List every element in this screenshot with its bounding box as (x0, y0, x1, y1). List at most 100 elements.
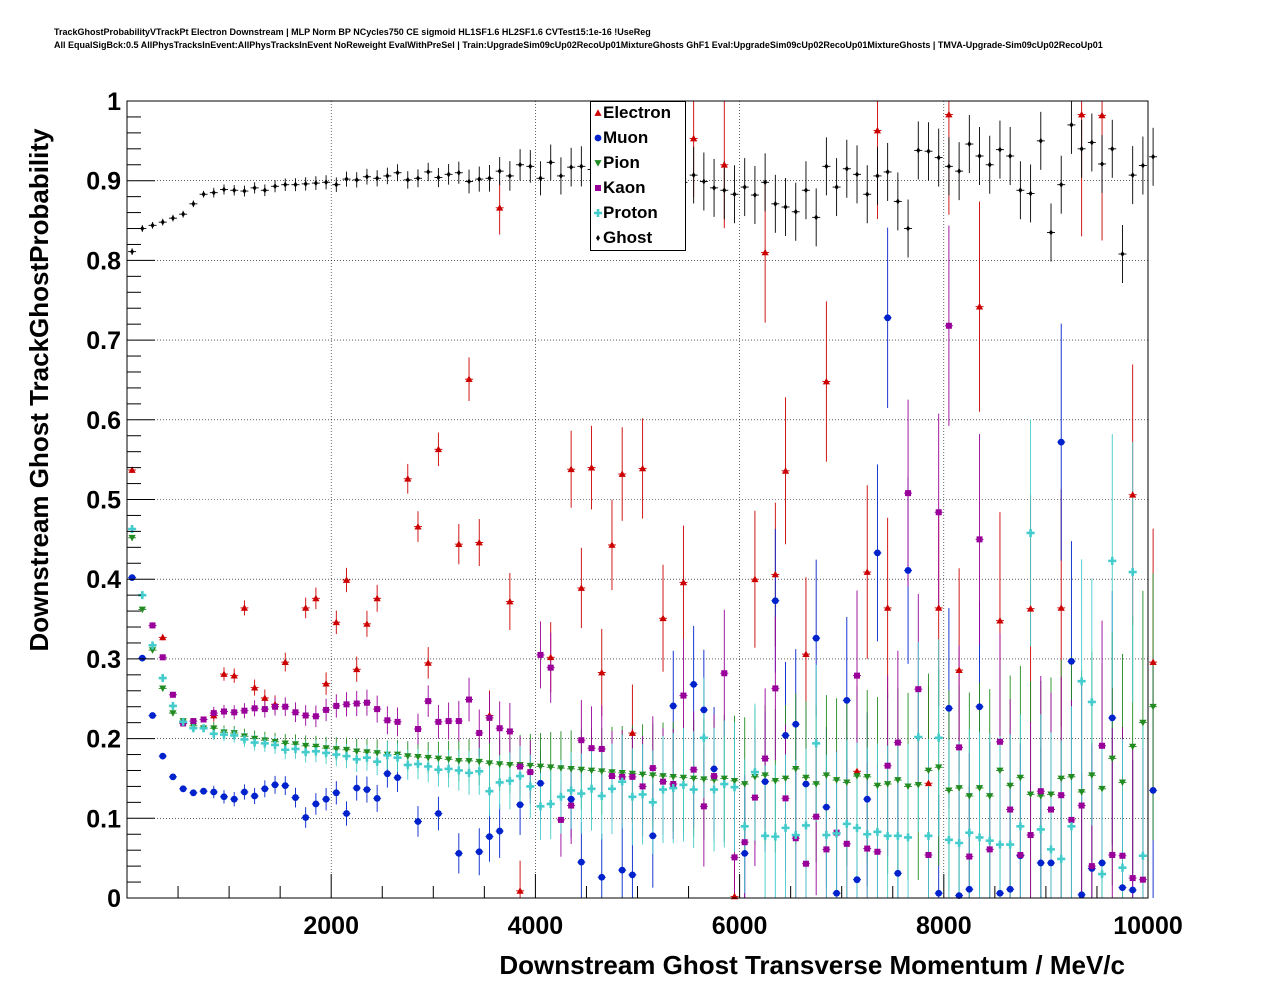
kaon-point (731, 854, 738, 861)
muon-point (241, 788, 248, 796)
kaon-point (608, 773, 615, 780)
ghost-legend-marker-icon (596, 235, 600, 241)
kaon-point (292, 709, 299, 716)
proton-point (1047, 845, 1056, 854)
ghost-point (712, 184, 717, 191)
muon-point (455, 849, 463, 857)
pion-point (1129, 743, 1137, 751)
ghost-point (906, 225, 911, 232)
pion-point (557, 765, 565, 772)
electron-point (853, 767, 861, 775)
ghost-point (324, 179, 329, 186)
ghost-point (364, 173, 369, 180)
kaon-point (517, 763, 524, 770)
proton-point (485, 787, 494, 796)
ghost-point (1038, 137, 1043, 144)
kaon-point (200, 716, 207, 723)
electron-point (424, 659, 432, 666)
proton-point (219, 730, 228, 739)
y-tick-label: 0.4 (86, 566, 121, 594)
ghost-point (1100, 160, 1105, 167)
kaon-point (935, 509, 942, 516)
proton-point (689, 785, 698, 794)
kaon-point (782, 795, 789, 802)
kaon-point (966, 853, 973, 860)
kaon-point (660, 778, 667, 785)
pion-point (690, 775, 698, 783)
pion-point (485, 760, 494, 767)
proton-point (771, 832, 780, 841)
ghost-point (1049, 229, 1054, 236)
plot-title-line-2: All EqualSigBck:0.5 AllPhysTracksInEvent… (54, 40, 1103, 50)
proton-point (577, 789, 586, 798)
ghost-point (1089, 139, 1094, 146)
proton-point (393, 753, 402, 762)
pion-point (1006, 782, 1014, 790)
muon-point (945, 704, 953, 712)
ghost-point (926, 148, 931, 155)
proton-point (761, 831, 770, 840)
x-tick-label: 10000 (1113, 912, 1183, 940)
y-tick-label: 0.9 (86, 168, 121, 196)
pion-point (424, 754, 432, 762)
muon-point (822, 803, 830, 811)
kaon-point (854, 672, 861, 679)
proton-point (914, 733, 923, 742)
pion-point (639, 771, 647, 779)
kaon-point (302, 712, 309, 719)
pion-point (894, 777, 902, 784)
kaon-point (976, 536, 983, 543)
ghost-point (160, 219, 165, 226)
y-tick-label: 1 (107, 88, 121, 116)
ghost-point (1028, 190, 1033, 197)
electron-point (322, 680, 330, 687)
kaon-point (925, 851, 932, 858)
ghost-point (262, 187, 267, 194)
muon-point (782, 732, 789, 739)
ghost-point (130, 248, 135, 255)
ghost-point (834, 184, 839, 191)
muon-point (965, 885, 973, 893)
ghost-point (967, 141, 972, 148)
ghost-point (752, 192, 757, 199)
kaon-point (802, 860, 809, 867)
legend-label: Proton (603, 203, 658, 222)
kaon-point (353, 700, 360, 707)
kaon-point (1037, 788, 1044, 795)
pion-point (312, 743, 320, 751)
muon-point (863, 795, 871, 803)
pion-point (526, 762, 534, 770)
electron-point (159, 633, 167, 641)
pion-point (822, 772, 830, 779)
legend-label: Electron (603, 103, 672, 122)
electron-point (373, 594, 381, 602)
muon-point (302, 814, 310, 821)
y-axis-label: Downstream Ghost TrackGhostProbability (24, 128, 54, 652)
ghost-point (793, 208, 798, 215)
kaon-point (894, 739, 901, 746)
kaon-point (813, 813, 820, 820)
proton-legend-marker-icon (594, 209, 602, 217)
ghost-point (895, 198, 900, 205)
electron-point (281, 658, 289, 665)
kaon-point (986, 846, 993, 853)
ghost-point (701, 178, 706, 185)
ghost-point (385, 172, 390, 179)
muon-point (486, 833, 493, 841)
pion-point (302, 742, 310, 750)
ghost-point (528, 163, 533, 170)
kaon-point (823, 846, 830, 853)
y-tick-label: 0.2 (86, 726, 121, 754)
proton-point (924, 831, 933, 840)
pion-point (700, 776, 708, 783)
proton-point (536, 802, 545, 811)
pion-point (975, 785, 984, 792)
ghost-point (221, 186, 226, 193)
ghost-point (783, 204, 788, 211)
kaon-point (190, 718, 197, 725)
pion-point (587, 767, 596, 775)
electron-point (251, 683, 259, 691)
ghost-point (170, 215, 175, 222)
ghost-point (803, 187, 808, 194)
ghost-point (313, 180, 318, 187)
